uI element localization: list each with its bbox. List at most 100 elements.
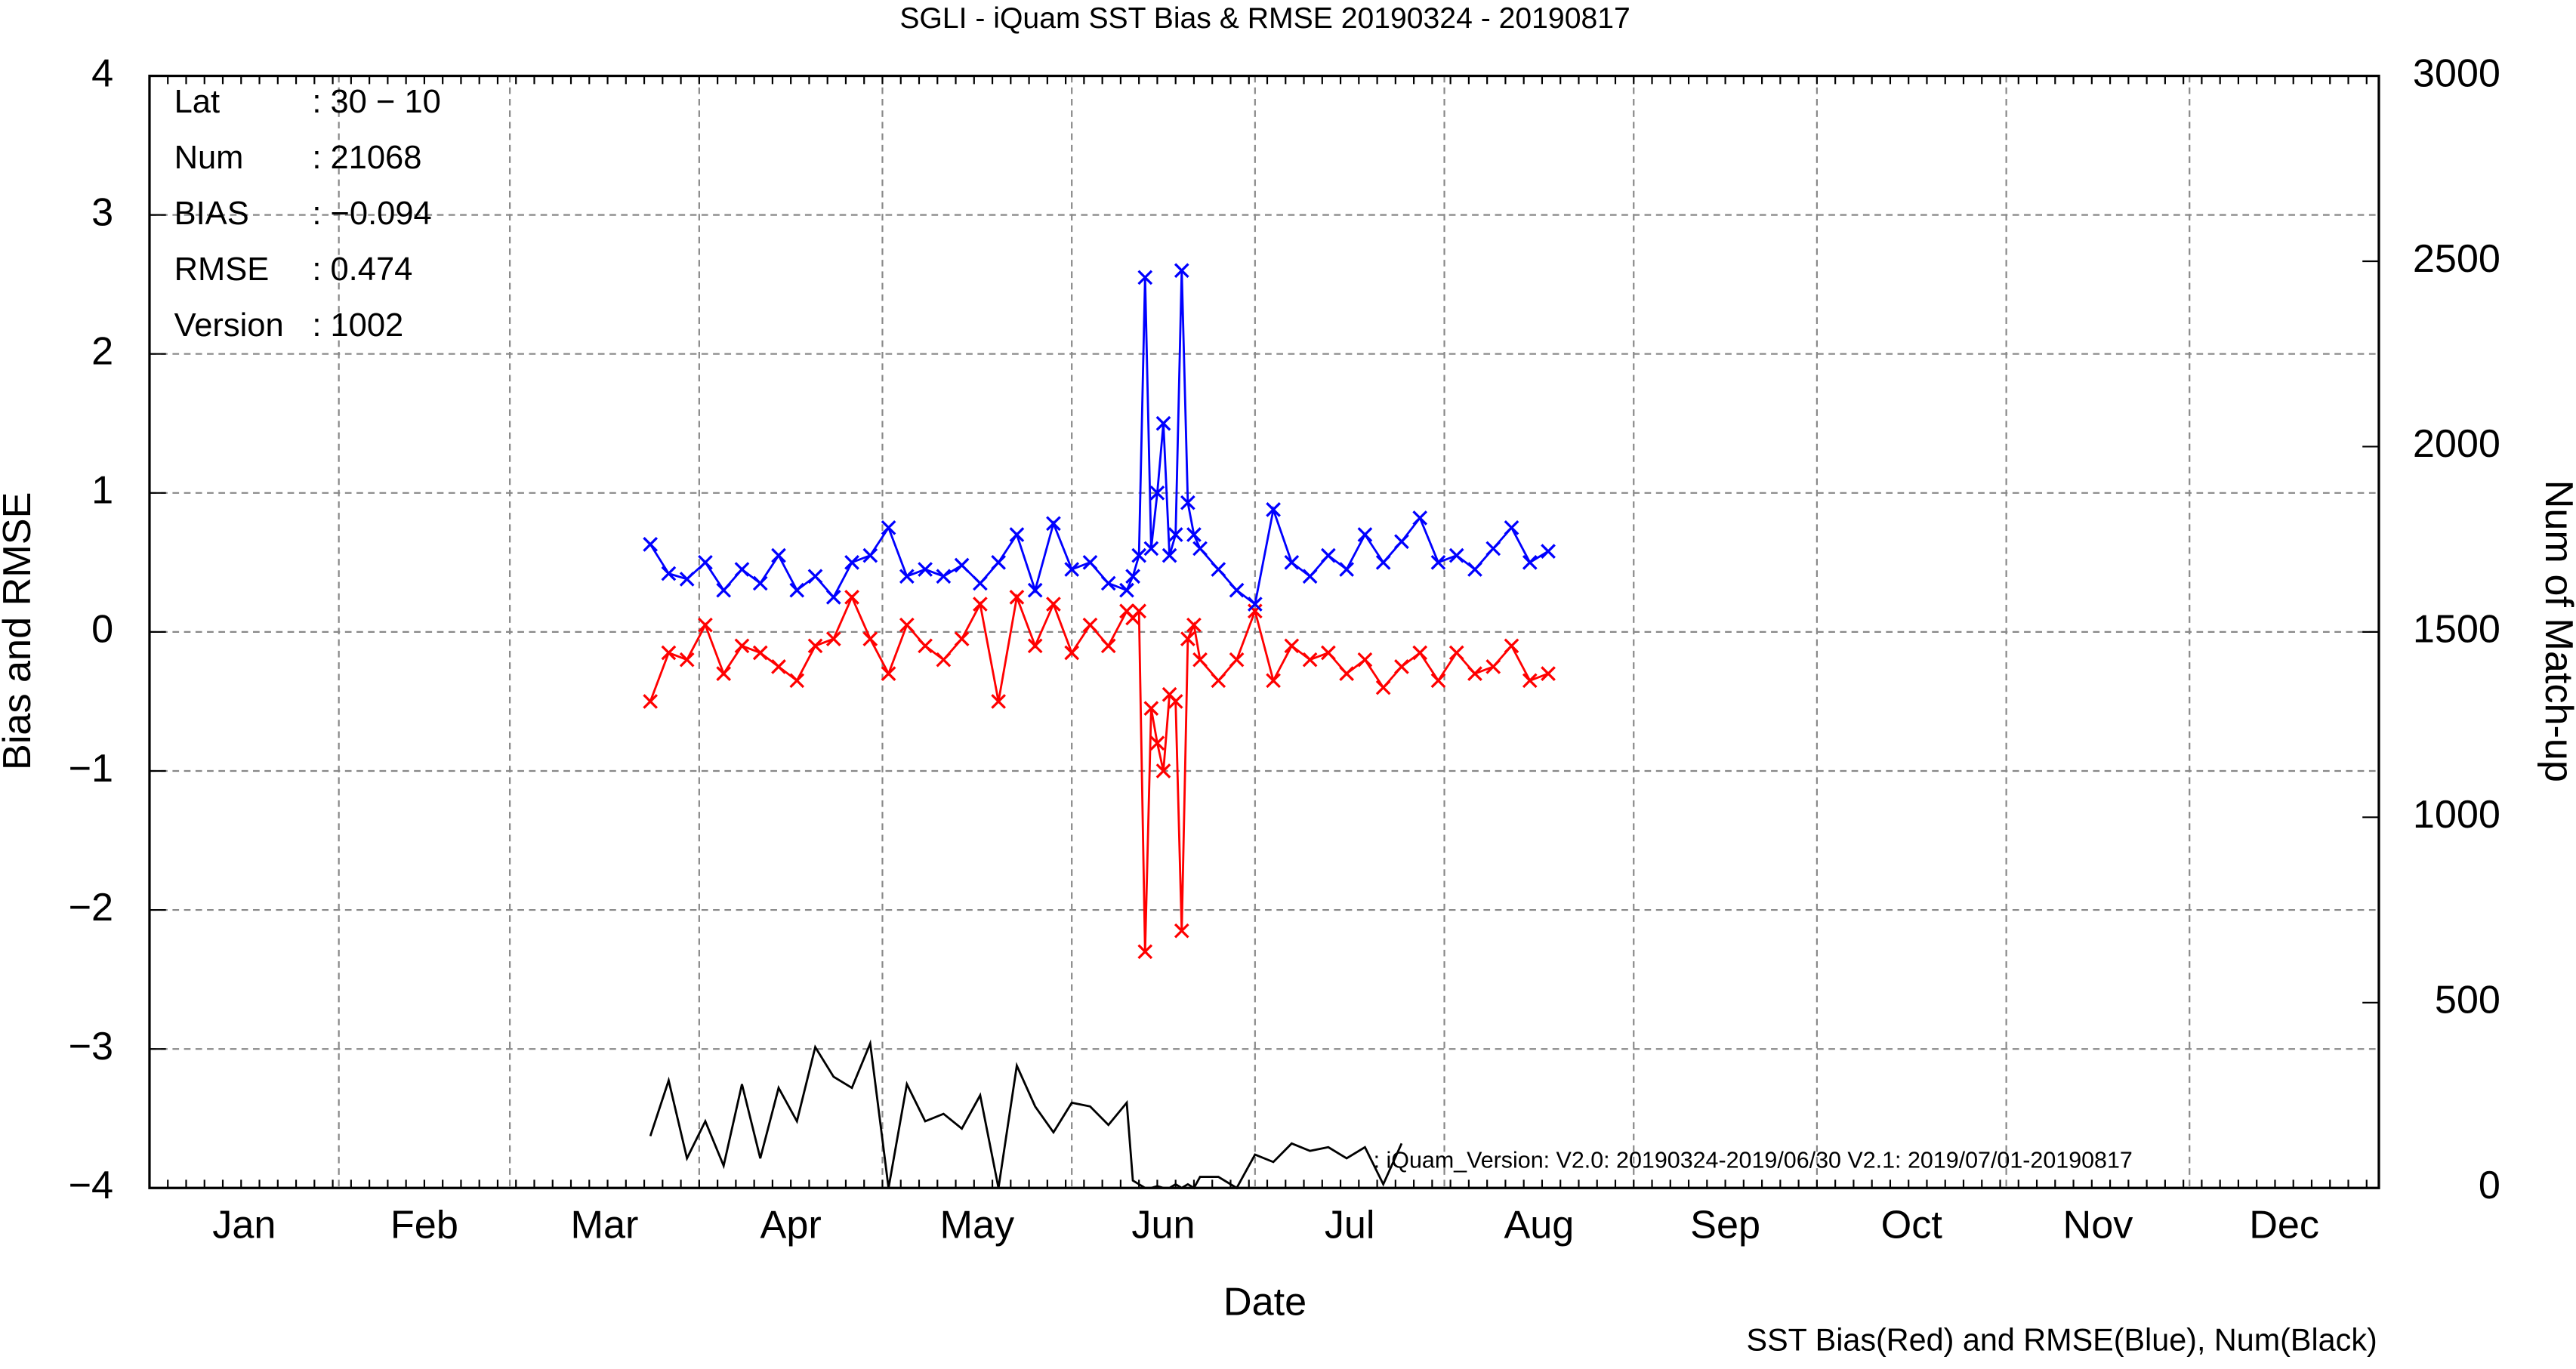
info-value: : 0.474 <box>312 251 412 288</box>
marker <box>1027 638 1043 654</box>
marker <box>771 659 786 674</box>
marker <box>1149 735 1165 751</box>
y-tick-label: 1 <box>91 469 113 513</box>
marker <box>1155 415 1171 431</box>
marker <box>1174 923 1189 939</box>
marker <box>991 554 1006 570</box>
x-tick-label: Jan <box>212 1203 276 1247</box>
marker <box>899 569 915 584</box>
marker <box>1357 527 1373 542</box>
series-line <box>649 270 1549 606</box>
marker <box>918 562 933 577</box>
marker <box>1357 652 1373 668</box>
marker <box>844 590 859 605</box>
marker <box>825 631 841 646</box>
marker <box>1168 694 1183 709</box>
marker <box>807 569 823 584</box>
marker <box>661 566 677 581</box>
marker <box>1064 562 1080 577</box>
marker <box>844 554 859 570</box>
marker <box>973 575 988 591</box>
marker <box>973 597 988 612</box>
x-tick-label: May <box>940 1203 1015 1247</box>
x-axis-label: Date <box>1223 1281 1307 1324</box>
marker <box>1247 597 1263 612</box>
marker <box>734 638 750 654</box>
marker <box>991 694 1006 709</box>
info-label: Version <box>174 307 284 344</box>
marker <box>1394 659 1409 674</box>
marker <box>1448 645 1464 661</box>
marker <box>698 617 713 633</box>
marker <box>789 582 805 598</box>
y2-tick-label: 3000 <box>2413 51 2500 95</box>
x-tick-label: Nov <box>2063 1203 2133 1247</box>
marker <box>1046 516 1061 532</box>
marker <box>1430 673 1446 689</box>
y-tick-label: −4 <box>69 1164 114 1207</box>
x-tick-label: Feb <box>390 1203 458 1247</box>
marker <box>918 638 933 654</box>
marker <box>807 638 823 654</box>
marker <box>1046 597 1061 612</box>
marker <box>1485 541 1501 557</box>
info-value: : 1002 <box>312 307 403 344</box>
info-value: : −0.094 <box>312 196 431 232</box>
marker <box>862 547 878 563</box>
x-tick-label: Aug <box>1504 1203 1574 1247</box>
marker <box>881 520 896 535</box>
chart-title: SGLI - iQuam SST Bias & RMSE 20190324 - … <box>899 2 1630 35</box>
marker <box>1266 502 1281 517</box>
marker <box>661 645 677 661</box>
marker <box>1125 569 1140 584</box>
marker <box>1137 944 1153 960</box>
marker <box>1174 263 1189 279</box>
marker <box>1541 544 1556 559</box>
marker <box>1284 554 1300 570</box>
marker <box>1229 582 1245 598</box>
marker <box>1321 547 1336 563</box>
y-axis-label: Bias and RMSE <box>0 492 39 770</box>
marker <box>716 582 732 598</box>
y2-tick-label: 500 <box>2435 979 2500 1022</box>
marker <box>716 666 732 681</box>
marker <box>1247 603 1263 619</box>
marker <box>1412 510 1428 526</box>
marker <box>679 572 695 587</box>
info-label: RMSE <box>174 251 270 288</box>
marker <box>1155 763 1171 779</box>
marker <box>1448 547 1464 563</box>
annotation: : iQuam_Version: V2.0: 20190324-2019/06/… <box>1374 1147 2133 1173</box>
marker <box>1412 645 1428 661</box>
marker <box>734 562 750 577</box>
marker <box>1149 485 1165 501</box>
marker <box>771 547 786 563</box>
marker <box>1131 603 1147 619</box>
y2-axis-label: Num of Match-up <box>2537 480 2576 782</box>
x-tick-label: Sep <box>1690 1203 1760 1247</box>
info-value: : 30 − 10 <box>312 84 441 120</box>
marker <box>1394 534 1409 550</box>
marker <box>1541 666 1556 681</box>
marker <box>899 617 915 633</box>
marker <box>1467 562 1482 577</box>
marker <box>936 569 952 584</box>
marker <box>1186 617 1202 633</box>
marker <box>1375 554 1391 570</box>
series-line <box>649 1039 1403 1190</box>
marker <box>1009 527 1025 542</box>
marker <box>1339 666 1354 681</box>
marker <box>1119 582 1134 598</box>
marker <box>643 694 659 709</box>
marker <box>1143 541 1159 557</box>
marker <box>1504 638 1519 654</box>
marker <box>1211 562 1226 577</box>
marker <box>936 652 952 668</box>
marker <box>1522 554 1538 570</box>
info-value: : 21068 <box>312 140 421 176</box>
series-line <box>649 593 1549 952</box>
marker <box>1180 495 1195 510</box>
x-tick-label: Oct <box>1881 1203 1943 1247</box>
